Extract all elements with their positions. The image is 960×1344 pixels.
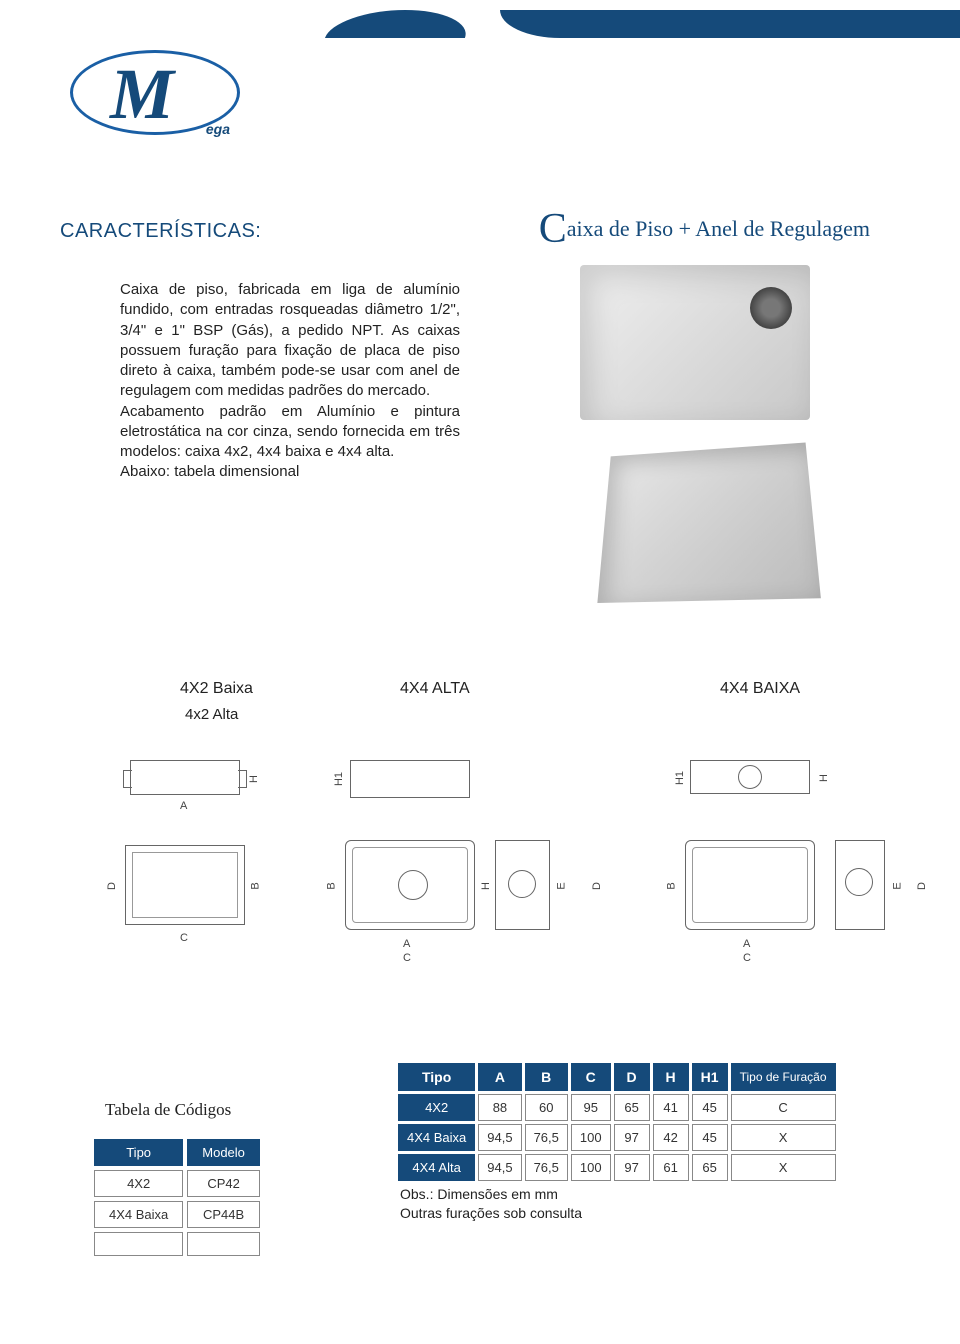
header-swoosh-center <box>325 10 475 38</box>
codes-table: Tipo Modelo 4X2 CP42 4X4 Baixa CP44B <box>90 1135 264 1260</box>
dim-header-B: B <box>525 1063 568 1091</box>
dimensions-table: Tipo A B C D H H1 Tipo de Furação 4X2 88… <box>395 1060 839 1184</box>
dim-cell: 41 <box>653 1094 689 1121</box>
drawing-2-hole <box>398 870 428 900</box>
dim-header-D: D <box>614 1063 650 1091</box>
dim-rowlabel: 4X2 <box>398 1094 475 1121</box>
dim-cell: 97 <box>614 1124 650 1151</box>
codes-cell: 4X4 Baixa <box>94 1201 183 1228</box>
title-rest: aixa de Piso + Anel de Regulagem <box>567 216 870 241</box>
dim-header-H: H <box>653 1063 689 1091</box>
product-photo-top <box>580 265 810 420</box>
logo: M ega <box>70 50 240 135</box>
codes-cell: CP42 <box>187 1170 260 1197</box>
codes-row <box>94 1232 260 1256</box>
dim-D-2: D <box>591 882 603 890</box>
dim-row: 4X2 88 60 95 65 41 45 C <box>398 1094 836 1121</box>
drawing-1-plan-inner <box>132 852 238 918</box>
dim-A-3: A <box>743 938 750 950</box>
codes-table-title: Tabela de Códigos <box>105 1100 231 1120</box>
dim-row: 4X4 Baixa 94,5 76,5 100 97 42 45 X <box>398 1124 836 1151</box>
dim-cell: 76,5 <box>525 1124 568 1151</box>
title-initial-c: C <box>539 206 567 252</box>
drawing-label-3: 4X4 BAIXA <box>720 680 800 698</box>
dim-A-1: A <box>180 800 187 812</box>
product-photo-bottom <box>597 442 821 603</box>
codes-header-modelo: Modelo <box>187 1139 260 1166</box>
dim-E-3: E <box>892 882 904 889</box>
dim-cell: C <box>731 1094 836 1121</box>
description-text: Caixa de piso, fabricada em liga de alum… <box>120 280 460 483</box>
dim-cell: 97 <box>614 1154 650 1181</box>
page-title: Caixa de Piso + Anel de Regulagem <box>539 205 870 253</box>
codes-header-tipo: Tipo <box>94 1139 183 1166</box>
dim-B-3: B <box>666 882 678 889</box>
dim-cell: 65 <box>692 1154 728 1181</box>
dim-cell: X <box>731 1124 836 1151</box>
dim-H-1: H <box>248 775 260 783</box>
dim-cell: 94,5 <box>478 1124 521 1151</box>
dim-C-1: C <box>180 932 188 944</box>
dim-H1-1: H1 <box>333 772 345 786</box>
drawing-3-plan-inner <box>692 847 808 923</box>
drawing-1-elevation <box>130 760 240 795</box>
dim-cell: 45 <box>692 1124 728 1151</box>
dim-header-H1: H1 <box>692 1063 728 1091</box>
dim-rowlabel: 4X4 Alta <box>398 1154 475 1181</box>
dim-E-2: E <box>556 882 568 889</box>
dim-H-2: H <box>480 882 492 890</box>
codes-row: 4X4 Baixa CP44B <box>94 1201 260 1228</box>
dim-C-2: C <box>403 952 411 964</box>
drawing-label-1-sub: 4x2 Alta <box>185 706 238 723</box>
dim-H1-3: H1 <box>674 771 686 785</box>
dim-cell: 95 <box>571 1094 611 1121</box>
dim-header-C: C <box>571 1063 611 1091</box>
dim-header-A: A <box>478 1063 521 1091</box>
dim-row: 4X4 Alta 94,5 76,5 100 97 61 65 X <box>398 1154 836 1181</box>
dim-cell: X <box>731 1154 836 1181</box>
dim-cell: 42 <box>653 1124 689 1151</box>
dim-C-3: C <box>743 952 751 964</box>
drawing-2-elevation <box>350 760 470 798</box>
technical-drawings: A C D B H H1 A C B H E D H1 H B A C E D <box>50 740 920 960</box>
codes-cell-empty <box>94 1232 183 1256</box>
dim-cell: 45 <box>692 1094 728 1121</box>
drawing-3-top-hole <box>738 765 762 789</box>
logo-suffix: ega <box>206 121 230 137</box>
codes-cell: CP44B <box>187 1201 260 1228</box>
dim-rowlabel: 4X4 Baixa <box>398 1124 475 1151</box>
obs-line-1: Obs.: Dimensões em mm <box>400 1185 582 1204</box>
dim-cell: 61 <box>653 1154 689 1181</box>
drawing-3-side-hole <box>845 868 873 896</box>
section-title: CARACTERÍSTICAS: <box>60 220 261 243</box>
dim-cell: 65 <box>614 1094 650 1121</box>
dim-header-furacao: Tipo de Furação <box>731 1063 836 1091</box>
dim-D-3: D <box>916 882 928 890</box>
drawing-label-2: 4X4 ALTA <box>400 680 470 698</box>
dim-header-tipo: Tipo <box>398 1063 475 1091</box>
drawing-2-side-hole <box>508 870 536 898</box>
observations: Obs.: Dimensões em mm Outras furações so… <box>400 1185 582 1223</box>
page-header: M ega <box>0 0 960 145</box>
obs-line-2: Outras furações sob consulta <box>400 1204 582 1223</box>
drawing-label-1: 4X2 Baixa <box>180 680 253 698</box>
codes-cell: 4X2 <box>94 1170 183 1197</box>
dim-D-1: D <box>106 882 118 890</box>
dim-cell: 76,5 <box>525 1154 568 1181</box>
dim-cell: 60 <box>525 1094 568 1121</box>
dim-B-2: B <box>326 882 338 889</box>
dim-cell: 100 <box>571 1124 611 1151</box>
codes-cell-empty <box>187 1232 260 1256</box>
dim-B-1: B <box>250 882 262 889</box>
logo-letter: M <box>110 58 174 130</box>
codes-row: 4X2 CP42 <box>94 1170 260 1197</box>
header-swoosh-right <box>500 10 960 38</box>
dim-cell: 100 <box>571 1154 611 1181</box>
dim-A-2: A <box>403 938 410 950</box>
dim-cell: 88 <box>478 1094 521 1121</box>
dim-cell: 94,5 <box>478 1154 521 1181</box>
dim-H-3: H <box>818 774 830 782</box>
